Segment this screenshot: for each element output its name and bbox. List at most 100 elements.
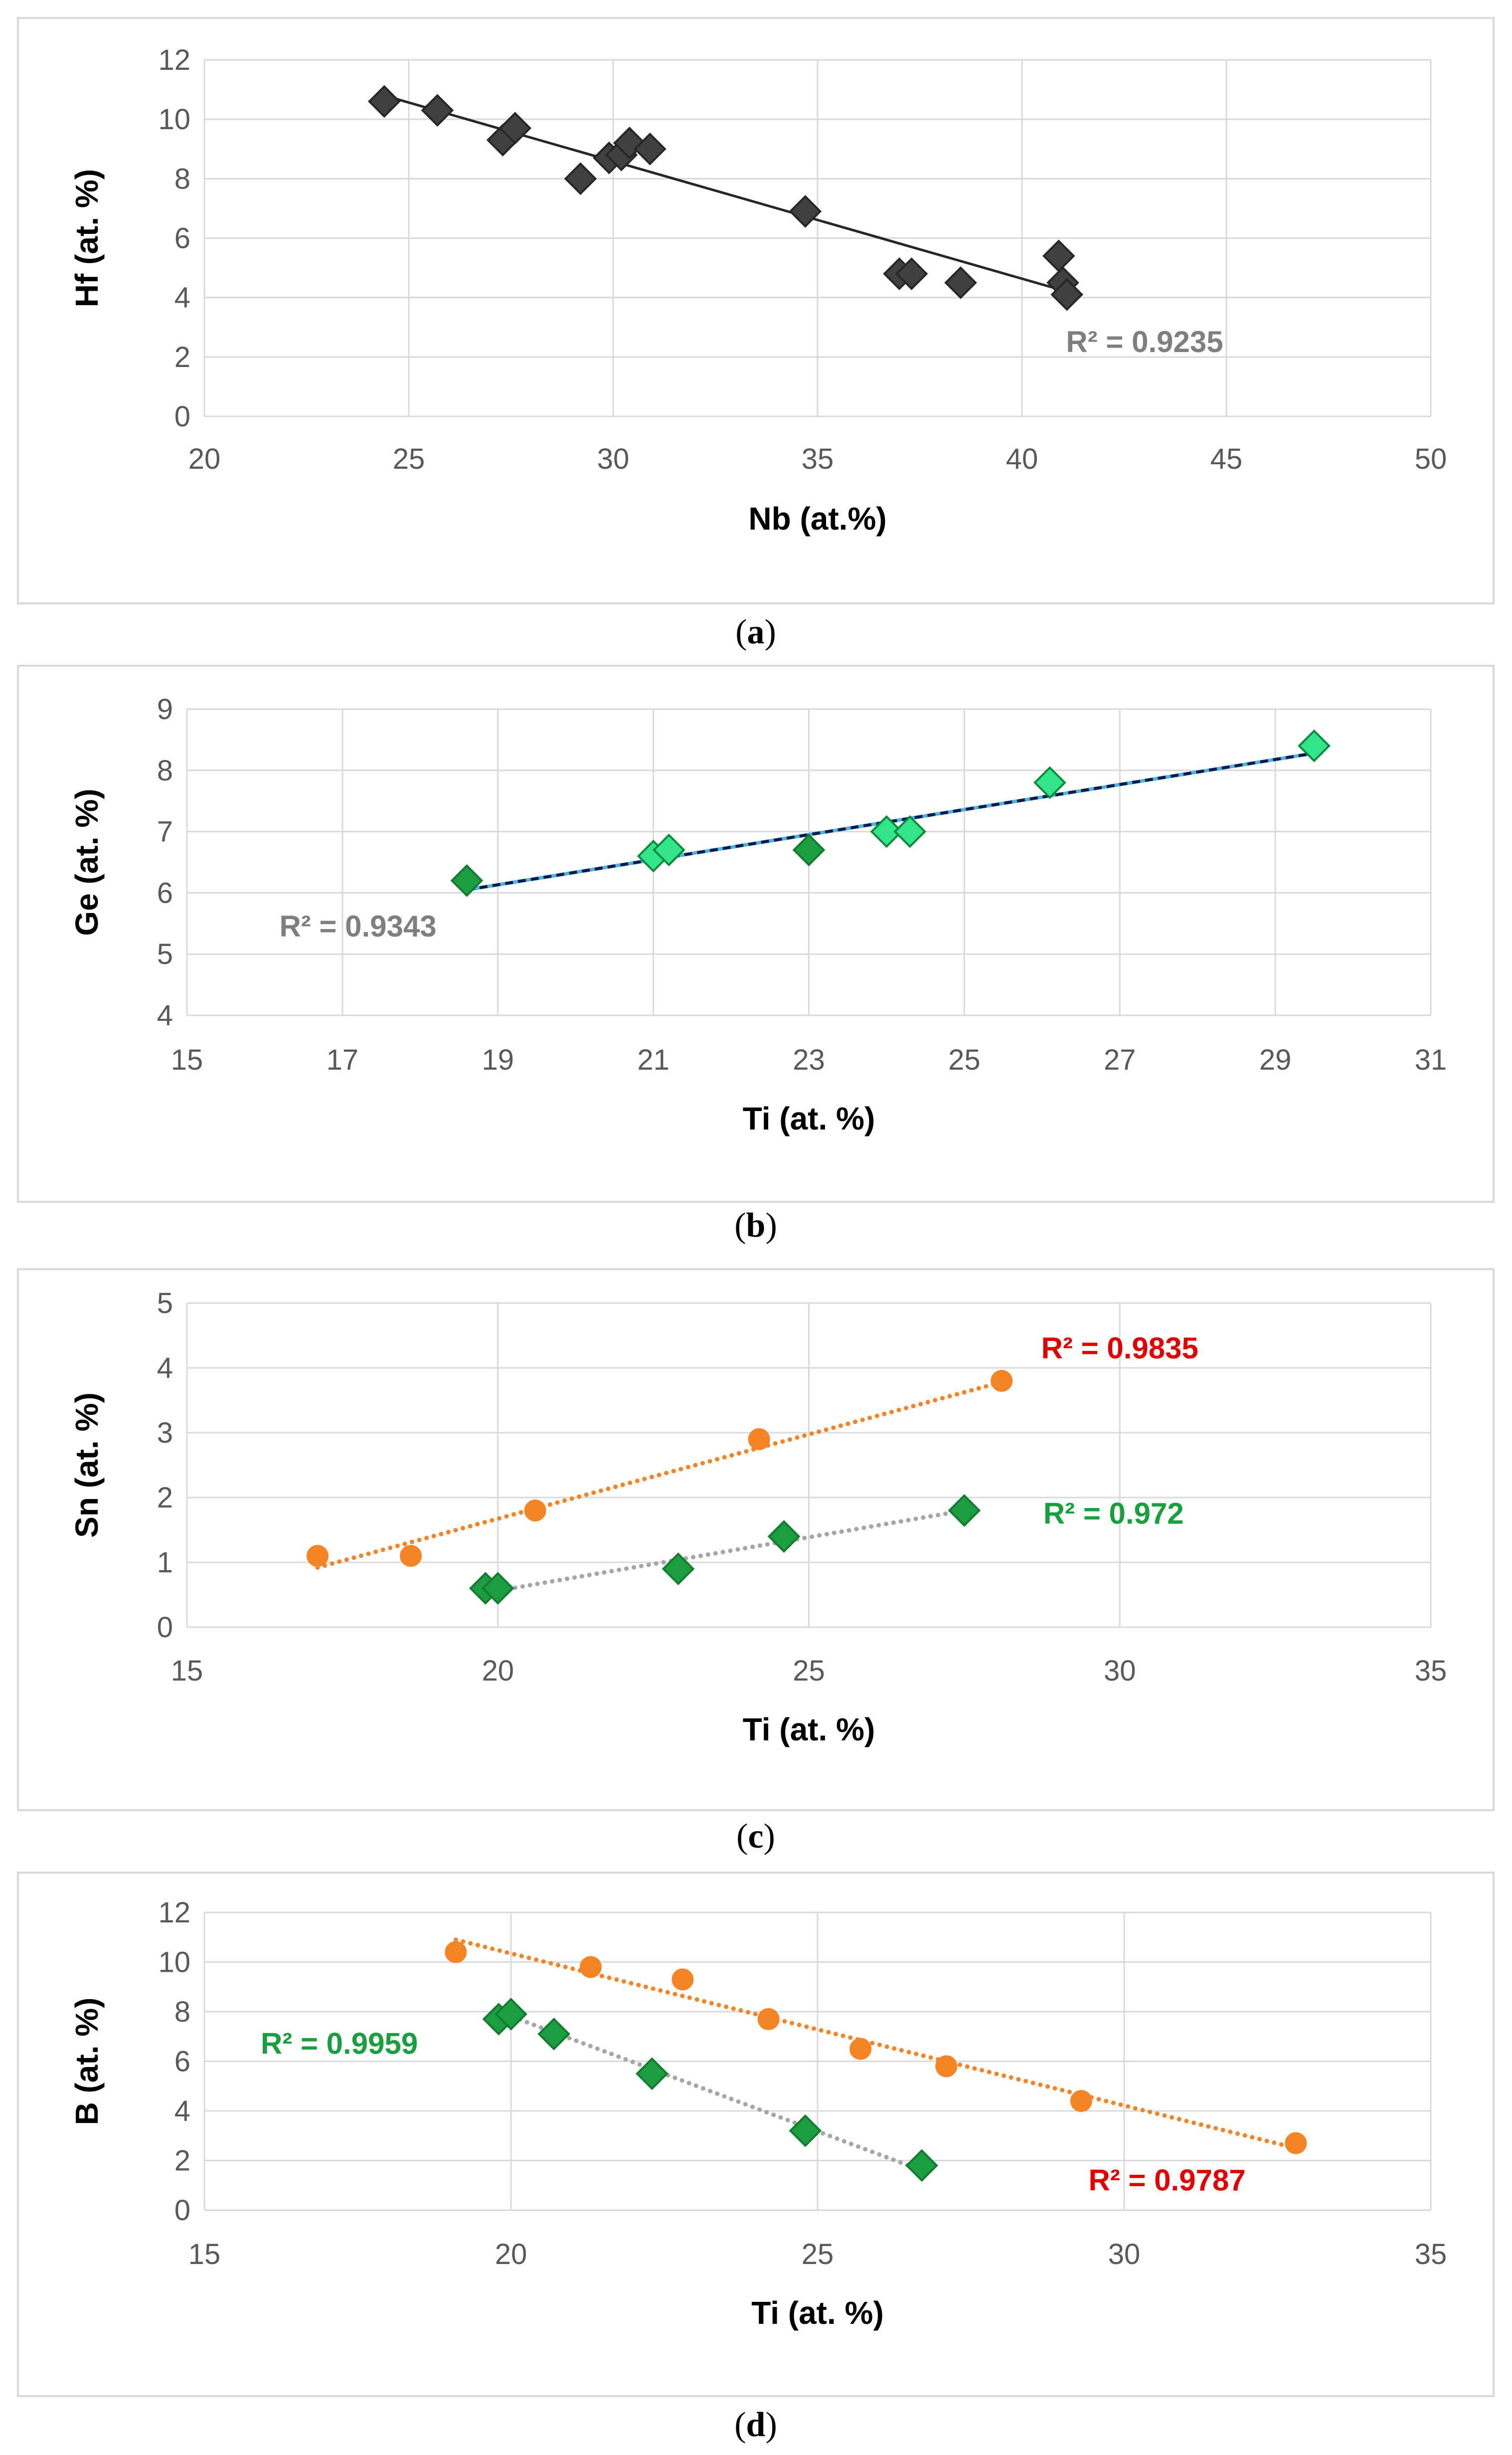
data-point-diamond bbox=[450, 864, 484, 897]
data-point-circle bbox=[935, 2055, 958, 2077]
x-tick-label: 29 bbox=[1259, 1044, 1292, 1076]
x-tick-label: 21 bbox=[637, 1044, 670, 1076]
chart-area-border bbox=[17, 665, 1495, 1203]
y-tick-label: 4 bbox=[174, 2095, 190, 2127]
chart-area-border bbox=[17, 1872, 1495, 2397]
x-tick-label: 40 bbox=[1006, 443, 1038, 475]
chart-panel-1: 0 2 4 6 8 10 12 20 25 30 35 40 45 50 Nb (at.%) Hf (at. … bbox=[17, 17, 1495, 651]
x-tick-label: 31 bbox=[1415, 1044, 1447, 1076]
x-tick-label: 17 bbox=[327, 1044, 359, 1076]
trendline bbox=[496, 2009, 924, 2173]
x-axis-title: Ti (at. %) bbox=[743, 1711, 875, 1747]
x-tick-label: 15 bbox=[171, 1655, 203, 1687]
x-tick-label: 15 bbox=[188, 2238, 221, 2270]
y-tick-label: 8 bbox=[174, 163, 190, 195]
y-tick-label: 12 bbox=[158, 44, 190, 76]
y-tick-label: 4 bbox=[157, 999, 173, 1032]
y-tick-label: 8 bbox=[157, 755, 173, 787]
x-tick-label: 45 bbox=[1210, 443, 1243, 475]
data-point-diamond bbox=[495, 1998, 527, 2031]
data-point-circle bbox=[400, 1545, 422, 1567]
chart-area-border bbox=[17, 1268, 1495, 1811]
data-point-diamond bbox=[499, 112, 532, 145]
y-tick-label: 2 bbox=[157, 1482, 173, 1514]
x-tick-label: 25 bbox=[393, 443, 425, 475]
y-tick-label: 5 bbox=[157, 938, 173, 970]
data-point-circle bbox=[306, 1545, 329, 1567]
x-tick-label: 30 bbox=[1108, 2238, 1141, 2270]
data-point-diamond bbox=[421, 94, 454, 127]
y-tick-label: 10 bbox=[158, 103, 190, 136]
y-tick-label: 2 bbox=[174, 2145, 190, 2177]
data-point-diamond bbox=[652, 833, 685, 867]
chart-panel-2: 4 5 6 7 8 9 15 17 19 21 23 25 27 29 31 Ti (at. %) Ge (at… bbox=[17, 665, 1495, 1245]
y-tick-label: 12 bbox=[158, 1896, 190, 1929]
data-point-circle bbox=[445, 1941, 467, 1963]
data-point-circle bbox=[672, 1968, 694, 1991]
y-axis-title: Sn (at. %) bbox=[69, 1392, 105, 1538]
data-point-circle bbox=[524, 1500, 546, 1521]
x-tick-label: 25 bbox=[793, 1655, 825, 1687]
y-tick-label: 8 bbox=[174, 1996, 190, 2028]
r-squared-label: R² = 0.9343 bbox=[279, 910, 436, 943]
x-tick-label: 20 bbox=[188, 443, 221, 475]
data-point-diamond bbox=[564, 162, 597, 195]
y-tick-label: 5 bbox=[157, 1287, 173, 1320]
y-tick-label: 0 bbox=[174, 2194, 190, 2227]
y-tick-label: 3 bbox=[157, 1417, 173, 1449]
panel-caption: (d) bbox=[734, 2406, 777, 2444]
data-point-circle bbox=[579, 1956, 602, 1978]
data-point-diamond bbox=[948, 1494, 981, 1527]
y-axis-title: Ge (at. %) bbox=[69, 788, 105, 936]
y-axis-title: B (at. %) bbox=[69, 1998, 105, 2125]
panel-caption: (c) bbox=[736, 1817, 775, 1856]
y-tick-label: 4 bbox=[157, 1352, 173, 1384]
x-tick-label: 35 bbox=[1415, 2238, 1447, 2270]
y-tick-label: 6 bbox=[174, 2046, 190, 2078]
y-tick-label: 1 bbox=[157, 1546, 173, 1579]
x-tick-label: 15 bbox=[171, 1044, 203, 1076]
data-point-diamond bbox=[792, 833, 826, 867]
data-point-circle bbox=[1070, 2090, 1092, 2112]
r-squared-label: R² = 0.9835 bbox=[1041, 1331, 1198, 1365]
y-tick-label: 0 bbox=[174, 400, 190, 433]
y-tick-label: 10 bbox=[158, 1946, 190, 1979]
data-point-diamond bbox=[944, 266, 977, 299]
data-point-diamond bbox=[1050, 278, 1084, 311]
y-tick-label: 6 bbox=[174, 222, 190, 255]
data-point-diamond bbox=[662, 1552, 695, 1585]
data-point-circle bbox=[991, 1370, 1013, 1392]
data-point-circle bbox=[748, 1428, 770, 1450]
y-tick-label: 0 bbox=[157, 1611, 173, 1644]
data-point-diamond bbox=[870, 815, 903, 848]
data-point-diamond bbox=[767, 1520, 801, 1553]
x-tick-label: 25 bbox=[802, 2238, 834, 2270]
r-squared-label: R² = 0.972 bbox=[1043, 1497, 1184, 1530]
chart-panel-3: 0 1 2 3 4 5 15 20 25 30 35 Ti (at. %) Sn (at. %) R² =… bbox=[17, 1268, 1495, 1856]
chart-area-border bbox=[17, 17, 1495, 604]
trendline bbox=[483, 1508, 967, 1595]
data-point-circle bbox=[757, 2008, 780, 2030]
data-point-diamond bbox=[789, 2114, 822, 2147]
data-point-circle bbox=[849, 2038, 872, 2060]
x-axis-title: Nb (at.%) bbox=[748, 501, 886, 537]
y-tick-label: 2 bbox=[174, 341, 190, 374]
x-tick-label: 19 bbox=[482, 1044, 514, 1076]
r-squared-label: R² = 0.9959 bbox=[261, 2027, 418, 2061]
r-squared-label: R² = 0.9787 bbox=[1088, 2163, 1245, 2197]
data-point-diamond bbox=[1033, 766, 1066, 799]
data-point-circle bbox=[1285, 2132, 1307, 2154]
data-point-diamond bbox=[1298, 729, 1331, 762]
x-tick-label: 27 bbox=[1104, 1044, 1136, 1076]
trendline bbox=[315, 1380, 1004, 1570]
data-point-diamond bbox=[367, 85, 401, 118]
y-tick-label: 9 bbox=[157, 693, 173, 726]
x-tick-label: 50 bbox=[1415, 443, 1447, 475]
y-tick-label: 6 bbox=[157, 877, 173, 909]
x-axis-title: Ti (at. %) bbox=[743, 1101, 875, 1136]
x-tick-label: 30 bbox=[597, 443, 630, 475]
x-tick-label: 20 bbox=[482, 1655, 514, 1687]
data-point-diamond bbox=[895, 257, 928, 290]
data-point-diamond bbox=[636, 2057, 669, 2090]
